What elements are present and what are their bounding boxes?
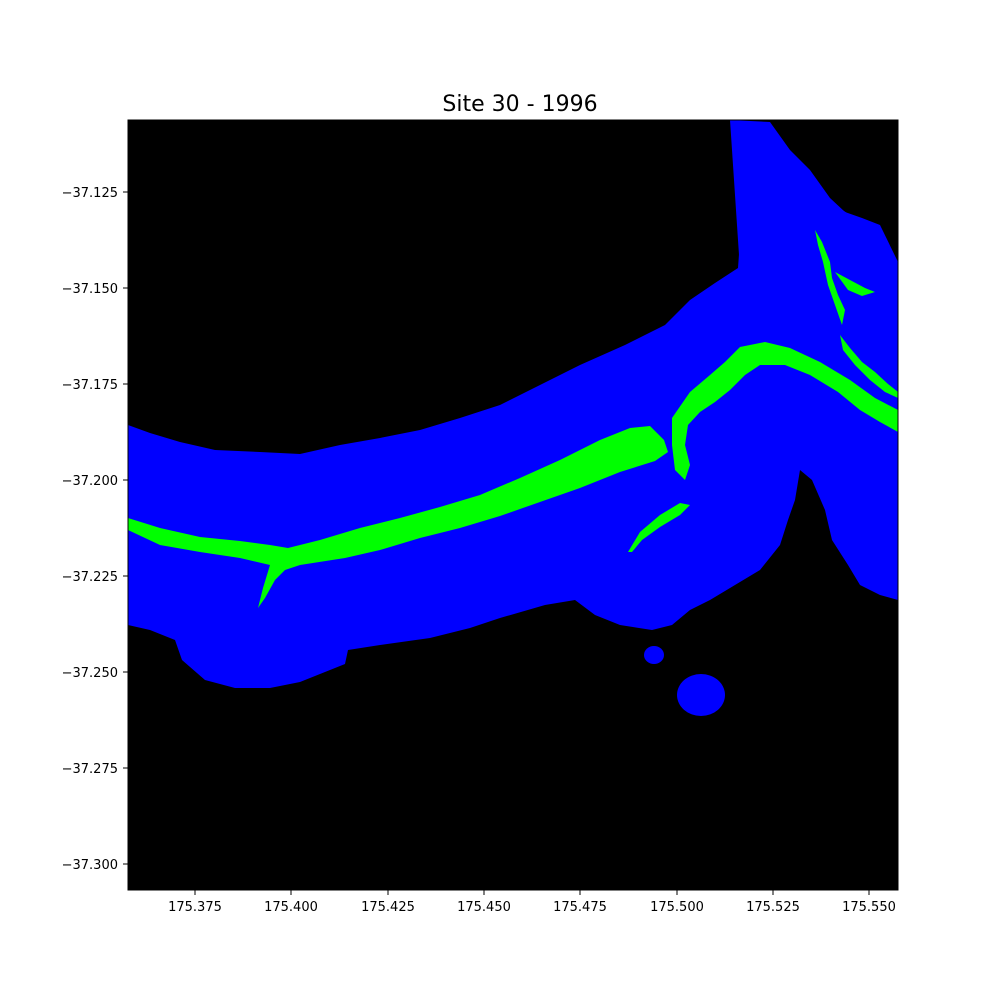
y-axis: −37.125 −37.150 −37.175 −37.200 −37.225 … [62, 186, 128, 873]
x-tick-label: 175.550 [842, 900, 896, 915]
y-tick-label: −37.125 [62, 186, 118, 201]
small-island-a [644, 646, 664, 664]
vegetation-mask [128, 230, 898, 608]
y-tick-label: −37.275 [62, 762, 118, 777]
x-axis: 175.375 175.400 175.425 175.450 175.475 … [168, 890, 896, 915]
x-tick-label: 175.425 [361, 900, 415, 915]
x-tick-label: 175.475 [553, 900, 607, 915]
map-title: Site 30 - 1996 [442, 92, 597, 117]
x-tick-label: 175.500 [650, 900, 704, 915]
axes-frame [127, 119, 899, 891]
x-tick-label: 175.450 [457, 900, 511, 915]
y-tick-label: −37.250 [62, 666, 118, 681]
y-tick-label: −37.300 [62, 858, 118, 873]
y-tick-label: −37.175 [62, 378, 118, 393]
y-tick-label: −37.225 [62, 570, 118, 585]
plot-area [128, 120, 898, 890]
x-tick-label: 175.375 [168, 900, 222, 915]
y-tick-label: −37.150 [62, 282, 118, 297]
small-island-b [677, 674, 725, 716]
y-tick-label: −37.200 [62, 474, 118, 489]
x-tick-label: 175.400 [264, 900, 318, 915]
x-tick-label: 175.525 [746, 900, 800, 915]
